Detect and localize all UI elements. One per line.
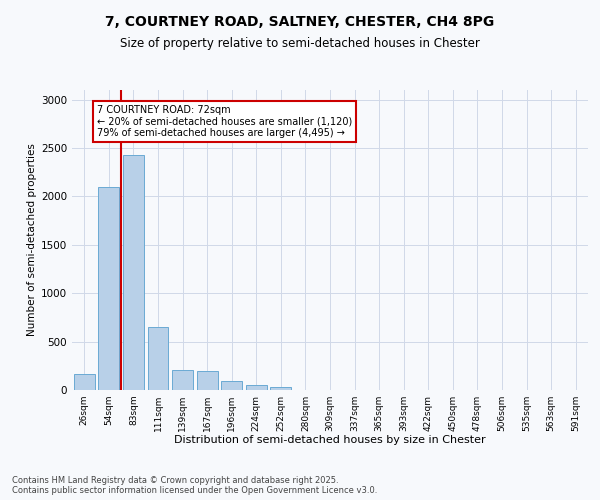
Bar [148,327,169,390]
Text: Size of property relative to semi-detached houses in Chester: Size of property relative to semi-detach… [120,38,480,51]
Text: 7, COURTNEY ROAD, SALTNEY, CHESTER, CH4 8PG: 7, COURTNEY ROAD, SALTNEY, CHESTER, CH4 … [106,15,494,29]
Bar [172,370,193,390]
Bar [197,370,218,390]
Bar [271,386,292,390]
Text: Contains HM Land Registry data © Crown copyright and database right 2025.
Contai: Contains HM Land Registry data © Crown c… [12,476,377,495]
Bar [74,374,95,390]
Bar [123,155,144,390]
Bar [98,187,119,390]
Bar [221,382,242,390]
X-axis label: Distribution of semi-detached houses by size in Chester: Distribution of semi-detached houses by … [174,436,486,446]
Y-axis label: Number of semi-detached properties: Number of semi-detached properties [27,144,37,336]
Text: 7 COURTNEY ROAD: 72sqm
← 20% of semi-detached houses are smaller (1,120)
79% of : 7 COURTNEY ROAD: 72sqm ← 20% of semi-det… [97,104,352,138]
Bar [246,384,267,390]
